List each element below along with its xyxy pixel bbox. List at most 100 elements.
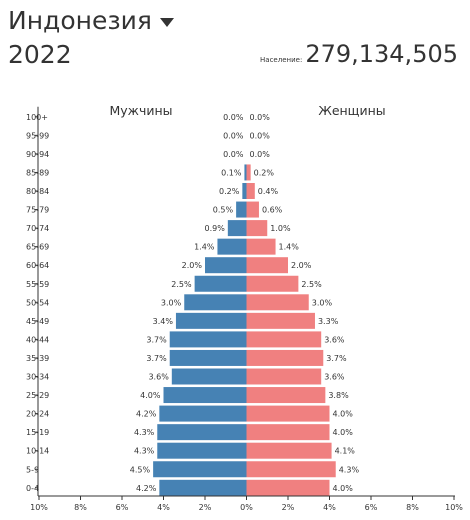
bar-female-15-19 bbox=[246, 424, 330, 441]
bar-female-0-4 bbox=[246, 479, 330, 496]
x-tick-label-3: 4% bbox=[157, 503, 170, 512]
bar-female-25-29 bbox=[246, 387, 326, 404]
x-tick-label-5: 0% bbox=[240, 503, 253, 512]
value-female-0-4: 4.0% bbox=[333, 484, 354, 493]
value-female-95-99: 0.0% bbox=[250, 131, 271, 140]
value-male-10-14: 4.3% bbox=[134, 447, 155, 456]
bar-male-35-39 bbox=[169, 349, 247, 366]
legend-female: Женщины bbox=[318, 103, 385, 118]
x-tick-label-4: 2% bbox=[199, 503, 212, 512]
bar-female-30-34 bbox=[246, 368, 322, 385]
bar-male-85-89 bbox=[244, 164, 247, 181]
value-male-25-29: 4.0% bbox=[140, 391, 161, 400]
bar-female-60-64 bbox=[246, 257, 288, 274]
value-female-25-29: 3.8% bbox=[328, 391, 349, 400]
value-male-60-64: 2.0% bbox=[182, 261, 203, 270]
bar-female-5-9 bbox=[246, 461, 336, 478]
bar-female-40-44 bbox=[246, 331, 322, 348]
bar-female-55-59 bbox=[246, 275, 299, 292]
value-female-10-14: 4.1% bbox=[335, 447, 356, 456]
bar-female-50-54 bbox=[246, 294, 309, 311]
bar-male-80-84 bbox=[242, 183, 247, 199]
bar-male-10-14 bbox=[157, 442, 247, 459]
bar-male-40-44 bbox=[169, 331, 247, 348]
age-label-0-4: 0-4 bbox=[26, 484, 39, 493]
value-male-15-19: 4.3% bbox=[134, 428, 155, 437]
bar-male-60-64 bbox=[205, 257, 247, 274]
x-tick-label-0: 10% bbox=[30, 503, 48, 512]
value-female-80-84: 0.4% bbox=[258, 187, 279, 196]
x-tick-label-9: 8% bbox=[406, 503, 419, 512]
value-female-15-19: 4.0% bbox=[333, 428, 354, 437]
value-male-40-44: 3.7% bbox=[146, 335, 167, 344]
bar-male-0-4 bbox=[159, 479, 247, 496]
value-female-100+: 0.0% bbox=[250, 113, 271, 122]
bar-female-85-89 bbox=[246, 164, 251, 181]
x-tick-label-1: 8% bbox=[74, 503, 87, 512]
population-label: Население: bbox=[260, 56, 303, 64]
x-tick-label-6: 2% bbox=[282, 503, 295, 512]
bar-female-70-74 bbox=[246, 220, 268, 237]
bar-female-75-79 bbox=[246, 201, 259, 218]
value-male-20-24: 4.2% bbox=[136, 410, 157, 419]
country-selector[interactable]: Индонезия bbox=[8, 6, 174, 35]
value-male-90-94: 0.0% bbox=[223, 150, 244, 159]
bar-male-45-49 bbox=[175, 312, 247, 329]
value-male-70-74: 0.9% bbox=[204, 224, 225, 233]
bar-female-35-39 bbox=[246, 349, 324, 366]
x-tick-label-10: 10% bbox=[445, 503, 463, 512]
bar-male-65-69 bbox=[217, 238, 247, 255]
value-male-45-49: 3.4% bbox=[153, 317, 174, 326]
value-female-55-59: 2.5% bbox=[301, 280, 322, 289]
legend-male: Мужчины bbox=[110, 103, 173, 118]
year-label: 2022 bbox=[8, 40, 72, 69]
bar-male-75-79 bbox=[236, 201, 247, 218]
value-male-5-9: 4.5% bbox=[130, 465, 151, 474]
value-female-60-64: 2.0% bbox=[291, 261, 312, 270]
x-tick-label-2: 6% bbox=[116, 503, 129, 512]
value-female-75-79: 0.6% bbox=[262, 206, 283, 215]
value-male-55-59: 2.5% bbox=[171, 280, 192, 289]
value-male-65-69: 1.4% bbox=[194, 243, 215, 252]
value-female-35-39: 3.7% bbox=[326, 354, 347, 363]
x-tick-label-8: 6% bbox=[365, 503, 378, 512]
value-male-80-84: 0.2% bbox=[219, 187, 240, 196]
population-value: 279,134,505 bbox=[305, 40, 458, 68]
population-display: Население: 279,134,505 bbox=[260, 40, 458, 68]
bar-male-25-29 bbox=[163, 387, 247, 404]
value-male-0-4: 4.2% bbox=[136, 484, 157, 493]
value-male-85-89: 0.1% bbox=[221, 168, 242, 177]
value-female-90-94: 0.0% bbox=[250, 150, 271, 159]
value-female-65-69: 1.4% bbox=[279, 243, 300, 252]
value-female-30-34: 3.6% bbox=[324, 373, 345, 382]
chevron-down-icon[interactable] bbox=[159, 18, 174, 27]
x-tick-label-7: 4% bbox=[323, 503, 336, 512]
bar-female-65-69 bbox=[246, 238, 276, 255]
bar-male-30-34 bbox=[171, 368, 247, 385]
value-female-45-49: 3.3% bbox=[318, 317, 339, 326]
bar-male-55-59 bbox=[194, 275, 247, 292]
value-female-85-89: 0.2% bbox=[254, 168, 275, 177]
value-female-70-74: 1.0% bbox=[270, 224, 291, 233]
bar-male-15-19 bbox=[157, 424, 247, 441]
age-label-5-9: 5-9 bbox=[26, 465, 39, 474]
bar-male-50-54 bbox=[184, 294, 247, 311]
bar-male-20-24 bbox=[159, 405, 247, 422]
bar-female-10-14 bbox=[246, 442, 332, 459]
value-male-75-79: 0.5% bbox=[213, 206, 234, 215]
value-male-95-99: 0.0% bbox=[223, 131, 244, 140]
value-male-100+: 0.0% bbox=[223, 113, 244, 122]
bar-female-45-49 bbox=[246, 312, 315, 329]
value-male-35-39: 3.7% bbox=[146, 354, 167, 363]
value-female-5-9: 4.3% bbox=[339, 465, 360, 474]
value-female-50-54: 3.0% bbox=[312, 298, 333, 307]
bar-female-80-84 bbox=[246, 183, 255, 199]
bar-male-5-9 bbox=[153, 461, 247, 478]
bar-female-20-24 bbox=[246, 405, 330, 422]
value-female-20-24: 4.0% bbox=[333, 410, 354, 419]
country-name: Индонезия bbox=[8, 6, 152, 35]
value-female-40-44: 3.6% bbox=[324, 335, 345, 344]
bar-male-70-74 bbox=[227, 220, 247, 237]
value-male-30-34: 3.6% bbox=[148, 373, 169, 382]
